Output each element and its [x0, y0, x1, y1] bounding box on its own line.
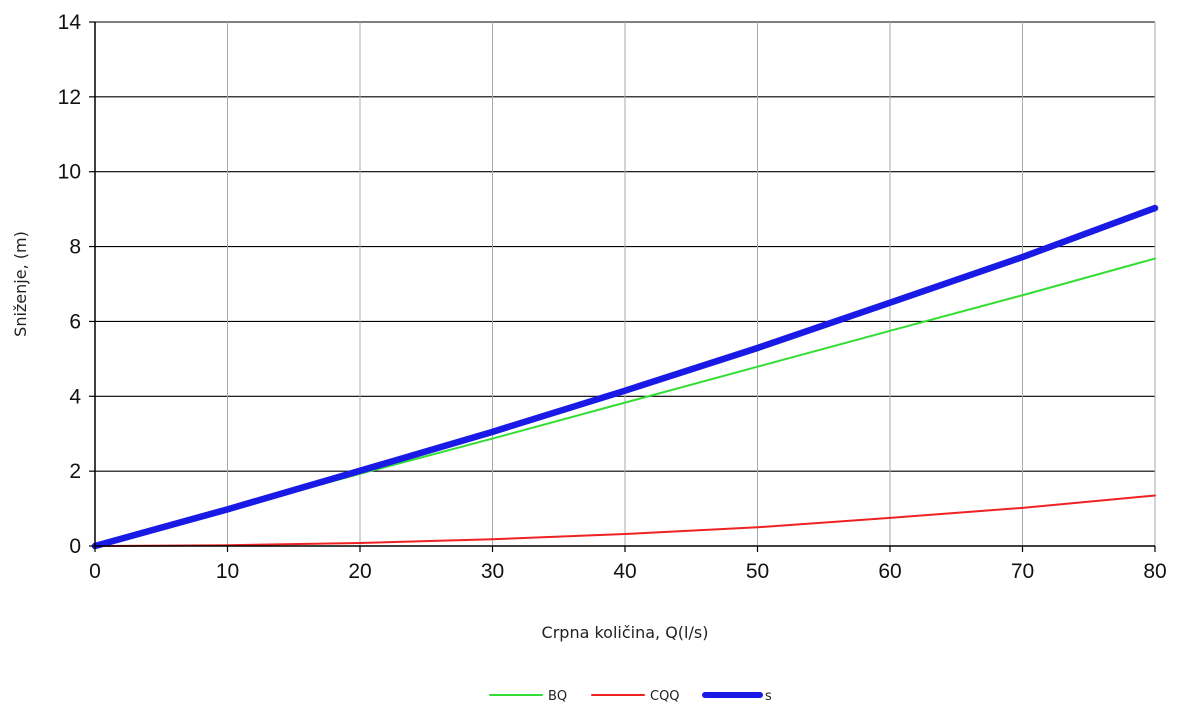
x-tick-label: 50: [746, 560, 769, 583]
y-tick-label: 8: [69, 236, 81, 259]
y-tick-label: 0: [69, 535, 81, 558]
x-tick-label: 60: [878, 560, 901, 583]
x-tick-label: 30: [481, 560, 504, 583]
x-axis-title: Crpna količina, Q(l/s): [542, 623, 709, 642]
y-tick-label: 14: [58, 11, 82, 34]
series-line-s: [91, 204, 1159, 550]
x-tick-label: 20: [348, 560, 371, 583]
y-tick-label: 4: [69, 385, 81, 408]
y-axis-title: Sniženje, (m): [11, 231, 30, 337]
y-tick-label: 6: [69, 310, 81, 333]
y-tick-label: 2: [69, 460, 81, 483]
legend: BQ CQQ s: [489, 689, 772, 704]
tick-labels: 0 2 4 6 8 10 12 14 0 10 20 30 40 50 60 70 80: [58, 11, 1167, 583]
legend-label-bq: BQ: [548, 689, 567, 704]
grid-lines: [95, 21, 1156, 546]
x-tick-label: 80: [1143, 560, 1166, 583]
x-tick-label: 10: [216, 560, 239, 583]
x-tick-label: 0: [89, 560, 101, 583]
y-tick-label: 12: [58, 86, 81, 109]
legend-label-cqq: CQQ: [650, 689, 680, 704]
series-line-cqq: [94, 494, 1156, 547]
axes: [89, 21, 1156, 552]
legend-label-s: s: [765, 689, 772, 704]
plot-series: [91, 204, 1159, 550]
x-tick-label: 70: [1011, 560, 1034, 583]
x-tick-label: 40: [613, 560, 636, 583]
y-tick-label: 10: [58, 161, 81, 184]
